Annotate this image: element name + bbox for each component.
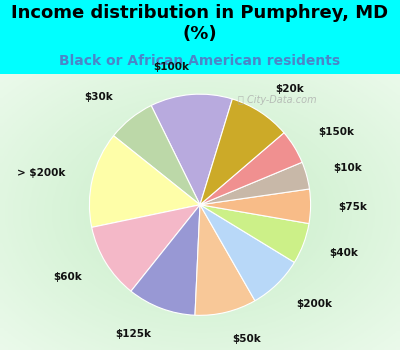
Text: $100k: $100k (153, 62, 189, 72)
Text: $40k: $40k (330, 248, 358, 258)
Wedge shape (90, 136, 200, 228)
Text: $60k: $60k (54, 272, 82, 282)
Wedge shape (200, 133, 302, 205)
Wedge shape (195, 205, 255, 315)
Text: $30k: $30k (85, 92, 113, 102)
Text: > $200k: > $200k (17, 168, 66, 178)
Wedge shape (200, 99, 284, 205)
Wedge shape (200, 189, 311, 224)
Text: $200k: $200k (296, 299, 332, 309)
Wedge shape (200, 162, 310, 205)
Text: $125k: $125k (115, 329, 151, 339)
Text: $75k: $75k (338, 202, 367, 212)
Text: Black or African American residents: Black or African American residents (60, 54, 340, 68)
Wedge shape (131, 205, 200, 315)
Wedge shape (114, 105, 200, 205)
Text: $10k: $10k (333, 163, 362, 173)
Text: $50k: $50k (232, 334, 261, 344)
Text: Income distribution in Pumphrey, MD
(%): Income distribution in Pumphrey, MD (%) (12, 4, 388, 43)
Wedge shape (200, 205, 309, 262)
Wedge shape (200, 205, 294, 301)
Wedge shape (151, 94, 232, 205)
Text: $20k: $20k (276, 84, 304, 94)
Text: ⓘ City-Data.com: ⓘ City-Data.com (238, 95, 317, 105)
Text: $150k: $150k (318, 127, 354, 137)
Wedge shape (92, 205, 200, 291)
